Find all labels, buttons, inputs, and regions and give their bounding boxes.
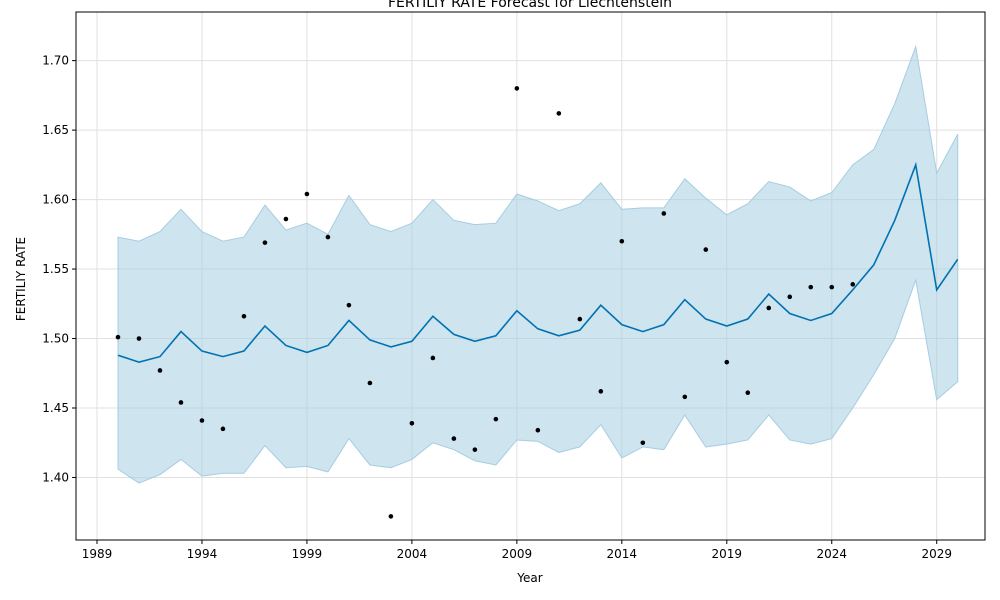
y-tick-label: 1.40 [42,470,69,484]
chart-title: FERTILIY RATE Forecast for Liechtenstein [388,0,672,11]
observed-point [598,389,604,394]
observed-point [367,380,373,386]
observed-point [493,416,499,422]
y-axis: 1.40 1.45 1.50 1.55 1.60 1.65 1.70 [42,54,76,484]
observed-point [157,368,163,373]
observed-point [451,436,457,441]
x-tick-label: 1999 [292,547,323,561]
y-tick-label: 1.55 [42,262,69,276]
observed-point [241,313,247,319]
observed-point [409,420,415,426]
observed-point [325,234,331,240]
observed-point [787,294,793,300]
observed-point [430,355,436,361]
observed-point [661,211,667,216]
observed-point [346,302,352,308]
y-tick-label: 1.70 [42,54,69,68]
plot-frame [75,11,986,541]
observed-point [199,418,205,423]
x-tick-label: 1989 [82,547,113,561]
observed-point [640,440,646,446]
observed-point [283,216,289,222]
y-tick-label: 1.60 [42,193,69,207]
x-tick-label: 2014 [607,547,638,561]
observed-point [808,284,814,290]
observed-point [577,316,583,322]
observed-point [556,111,562,116]
observed-point [178,400,184,405]
observed-point [724,359,730,365]
observed-point [619,238,625,244]
observed-point [850,282,856,287]
observed-point [388,514,394,519]
x-tick-label: 2029 [921,547,952,561]
x-tick-label: 1994 [187,547,218,561]
y-tick-label: 1.65 [42,123,69,137]
observed-point [304,191,310,197]
x-axis: 1989 1994 1999 2004 2009 2014 2019 2024 2029 [82,540,952,561]
observed-point [829,284,835,290]
x-axis-label: Year [516,571,542,585]
observed-point [703,247,709,252]
y-tick-label: 1.45 [42,401,69,415]
observed-point [766,305,772,311]
x-tick-label: 2009 [502,547,533,561]
observed-point [115,334,121,340]
y-axis-label: FERTILIY RATE [14,237,28,321]
observed-point [472,447,478,452]
observed-points [115,86,856,519]
forecast-line [117,161,959,363]
observed-point [220,426,226,432]
x-tick-label: 2024 [816,547,847,561]
observed-point [745,390,751,396]
y-tick-label: 1.50 [42,332,69,346]
observed-point [682,394,688,400]
observed-point [535,427,541,433]
uncertainty-band [117,44,959,484]
observed-point [514,86,520,91]
observed-point [136,336,142,341]
observed-point [262,240,268,245]
x-tick-label: 2004 [397,547,428,561]
x-tick-label: 2019 [712,547,743,561]
